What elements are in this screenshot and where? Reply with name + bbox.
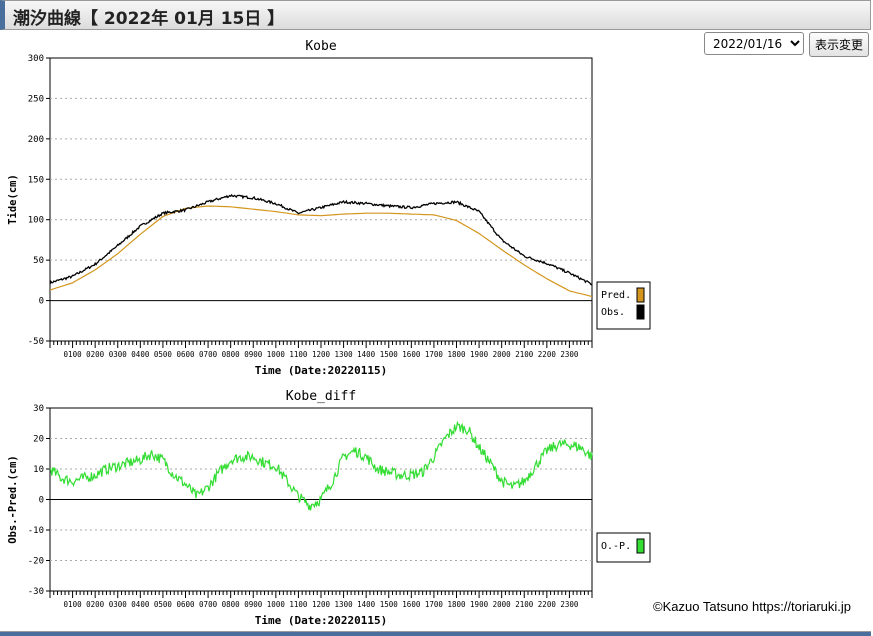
x-tick-label: 2300: [560, 350, 579, 359]
x-tick-label: 1100: [289, 600, 308, 609]
y-tick-label: 30: [33, 404, 44, 414]
y-tick-label: 0: [39, 496, 44, 506]
legend-swatch: [636, 538, 645, 554]
x-tick-label: 2000: [493, 350, 512, 359]
x-tick-label: 1900: [470, 350, 489, 359]
page-header: 潮汐曲線【 2022年 01月 15日 】: [0, 0, 871, 30]
y-tick-label: 300: [28, 54, 44, 64]
legend-label: Pred.: [601, 290, 631, 301]
x-tick-label: 0300: [109, 350, 128, 359]
chart-title: Kobe_diff: [286, 389, 356, 404]
series-line-obs: [49, 193, 593, 286]
x-tick-label: 2000: [493, 600, 512, 609]
x-tick-label: 0700: [199, 600, 218, 609]
legend-swatch: [636, 287, 645, 303]
date-select[interactable]: 2022/01/16: [703, 32, 804, 55]
x-tick-label: 0400: [131, 600, 150, 609]
y-tick-label: -10: [28, 526, 44, 536]
date-controls: 2022/01/16 表示変更: [703, 32, 869, 57]
y-tick-label: 250: [28, 94, 44, 104]
x-tick-label: 0700: [199, 350, 218, 359]
legend-swatch: [636, 304, 645, 320]
x-tick-label: 1700: [425, 600, 444, 609]
y-axis-label: Obs.-Pred.(cm): [7, 455, 19, 544]
x-tick-label: 0100: [64, 600, 83, 609]
x-tick-label: 1200: [312, 350, 331, 359]
legend-label: Obs.: [601, 307, 625, 318]
y-tick-label: 100: [28, 216, 44, 226]
x-tick-label: 2100: [515, 350, 534, 359]
x-tick-label: 2200: [538, 600, 557, 609]
x-tick-label: 1400: [357, 600, 376, 609]
x-tick-label: 1700: [425, 350, 444, 359]
x-tick-label: 1300: [335, 600, 354, 609]
x-axis-label: Time (Date:20220115): [255, 364, 387, 377]
series-line-op: [49, 420, 593, 511]
plot-area: [49, 57, 593, 342]
page-title: 潮汐曲線【 2022年 01月 15日 】: [13, 9, 285, 29]
y-tick-label: 0: [39, 297, 44, 307]
x-tick-label: 1000: [267, 600, 286, 609]
x-tick-label: 0200: [86, 350, 105, 359]
y-tick-label: 200: [28, 135, 44, 145]
x-tick-label: 2200: [538, 350, 557, 359]
x-tick-label: 2300: [560, 600, 579, 609]
y-tick-label: -50: [28, 337, 44, 347]
change-display-button[interactable]: 表示変更: [808, 32, 869, 57]
x-tick-label: 1600: [402, 600, 421, 609]
x-tick-label: 1300: [335, 350, 354, 359]
x-tick-label: 0400: [131, 350, 150, 359]
x-tick-label: 0500: [154, 350, 173, 359]
x-tick-label: 0800: [222, 600, 241, 609]
x-tick-label: 0900: [244, 350, 263, 359]
x-tick-label: 2100: [515, 600, 534, 609]
x-tick-label: 0500: [154, 600, 173, 609]
x-tick-label: 1800: [447, 600, 466, 609]
copyright-text: ©Kazuo Tatsuno https://toriaruki.jp: [653, 599, 851, 614]
x-tick-label: 1900: [470, 600, 489, 609]
x-tick-label: 1800: [447, 350, 466, 359]
x-tick-label: 0300: [109, 600, 128, 609]
x-tick-label: 1100: [289, 350, 308, 359]
y-tick-label: 20: [33, 435, 44, 445]
y-tick-label: 10: [33, 465, 44, 475]
chart-title: Kobe: [305, 39, 336, 54]
x-tick-label: 1200: [312, 600, 331, 609]
x-tick-label: 1500: [380, 350, 399, 359]
x-tick-label: 0600: [176, 600, 195, 609]
y-tick-label: 150: [28, 175, 44, 185]
x-axis-label: Time (Date:20220115): [255, 614, 387, 627]
x-tick-label: 0800: [222, 350, 241, 359]
x-tick-label: 0100: [64, 350, 83, 359]
x-tick-label: 0200: [86, 600, 105, 609]
x-tick-label: 1600: [402, 350, 421, 359]
y-tick-label: -20: [28, 557, 44, 567]
series-line-pred: [49, 205, 593, 298]
x-tick-label: 1000: [267, 350, 286, 359]
legend-label: O.-P.: [601, 541, 631, 552]
x-tick-label: 1400: [357, 350, 376, 359]
x-tick-label: 1500: [380, 600, 399, 609]
y-tick-label: -30: [28, 587, 44, 597]
y-tick-label: 50: [33, 256, 44, 266]
footer-bar: [0, 631, 871, 636]
x-tick-label: 0900: [244, 600, 263, 609]
x-tick-label: 0600: [176, 350, 195, 359]
y-axis-label: Tide(cm): [7, 174, 19, 225]
